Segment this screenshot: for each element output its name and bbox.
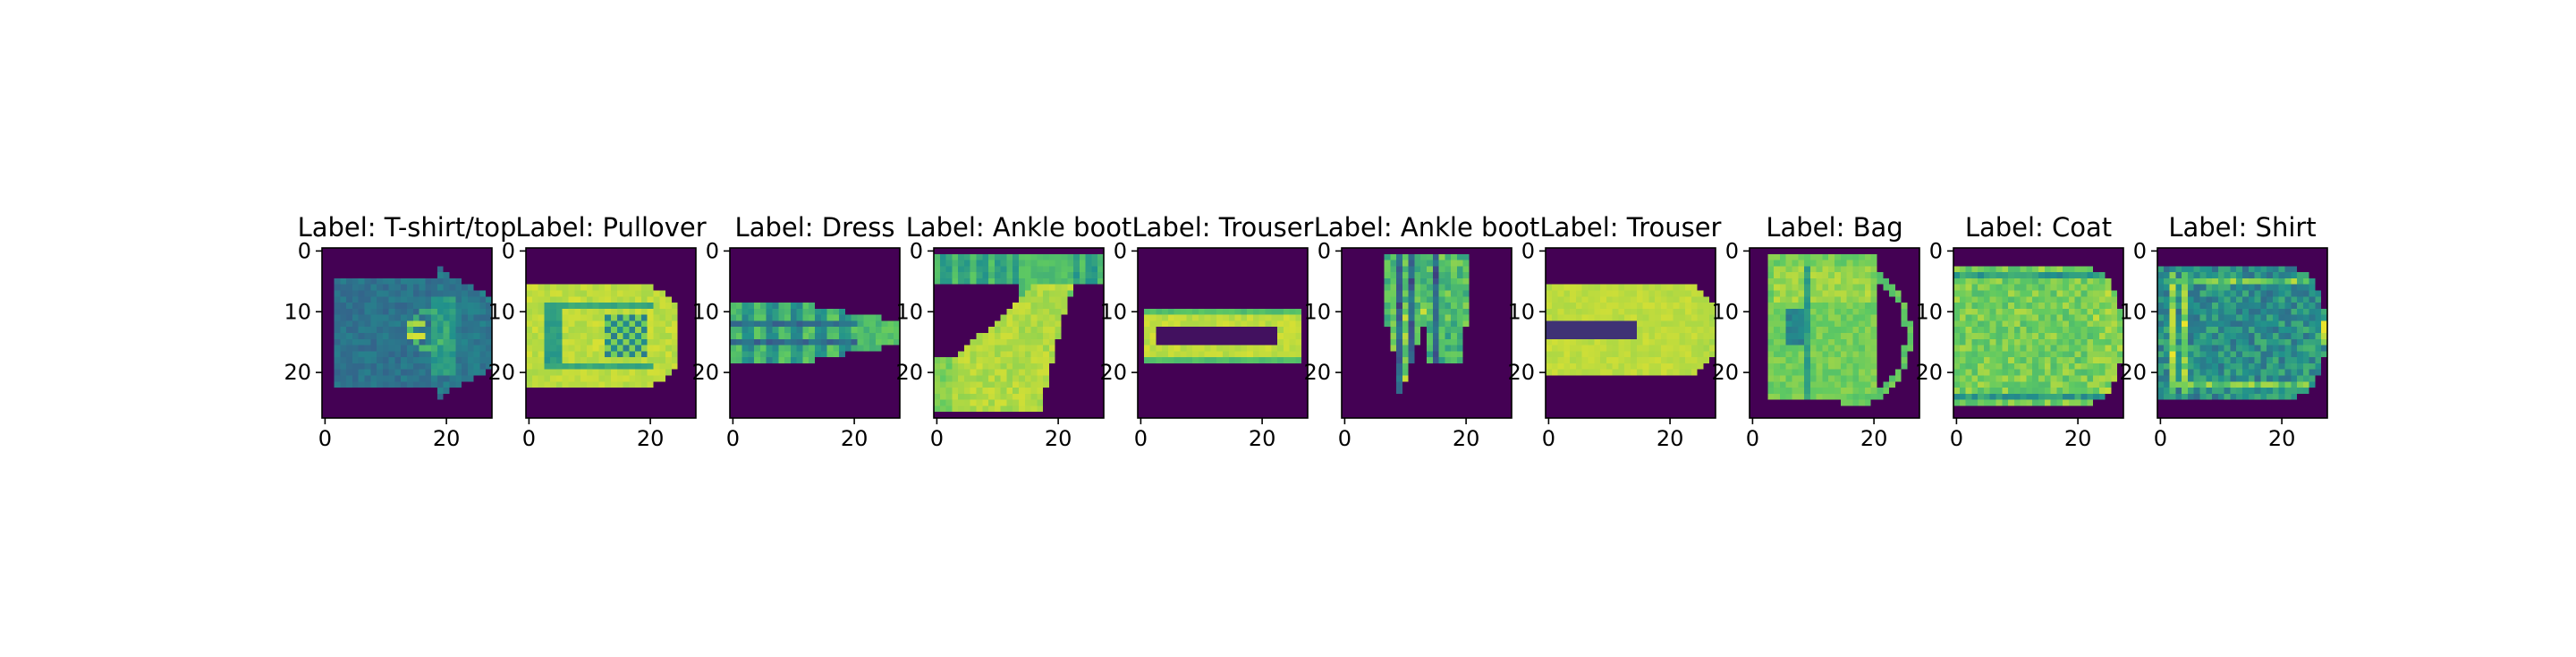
axes-frame [321,247,493,419]
panel-7: 0 20 0 10 20 Label: Trouser [1507,212,1721,451]
y-tick-label: 10 [1507,299,1535,324]
axes-frame [1953,247,2124,419]
axes-frame [2157,247,2328,419]
x-tick-label: 20 [1860,426,1888,451]
y-tick-label: 20 [1915,360,1943,385]
x-tick-label: 0 [1542,426,1555,451]
panel-10: 0 20 0 10 20 Label: Shirt [2119,212,2328,451]
x-tick-label: 20 [2268,426,2296,451]
panel-1: 0 20 0 10 20 Label: T-shirt/top [284,212,516,451]
panel-title: Label: Ankle boot [1314,212,1540,243]
panel-title: Label: Ankle boot [906,212,1132,243]
x-tick-label: 20 [1045,426,1072,451]
panel-title: Label: T-shirt/top [298,212,517,243]
x-tick-label: 20 [2064,426,2092,451]
panel-title: Label: Trouser [1540,212,1722,243]
y-tick-label: 20 [1507,360,1535,385]
panel-8: 0 20 0 10 20 Label: Bag [1711,212,1920,451]
x-tick-label: 20 [637,426,665,451]
panel-title: Label: Bag [1766,212,1902,243]
image-heatmap [1546,248,1716,419]
x-tick-label: 20 [1453,426,1480,451]
y-tick-label: 20 [1711,360,1739,385]
panel-6: 0 20 0 10 20 Label: Ankle boot [1303,212,1539,451]
y-tick-label: 10 [2119,299,2147,324]
y-tick-label: 0 [1318,238,1331,263]
y-tick-label: 0 [1114,238,1127,263]
panel-title: Label: Pullover [515,212,706,243]
y-tick-label: 0 [1521,238,1535,263]
x-tick-label: 20 [433,426,461,451]
panel-4: 0 20 0 10 20 Label: Ankle boot [895,212,1131,451]
y-tick-label: 20 [895,360,923,385]
image-heatmap [526,248,697,419]
y-tick-label: 20 [691,360,719,385]
y-tick-label: 0 [1929,238,1943,263]
y-tick-label: 10 [1099,299,1127,324]
panel-title: Label: Dress [735,212,895,243]
axes-frame [729,247,901,419]
axes-frame [1749,247,1920,419]
y-tick-label: 10 [1915,299,1943,324]
image-heatmap [730,248,901,419]
y-tick-label: 0 [2133,238,2147,263]
x-tick-label: 0 [522,426,536,451]
panel-9: 0 20 0 10 20 Label: Coat [1915,212,2124,451]
y-tick-label: 10 [284,299,311,324]
image-heatmap [1953,248,2124,419]
x-tick-label: 0 [1134,426,1148,451]
y-tick-label: 0 [706,238,719,263]
x-tick-label: 20 [1657,426,1684,451]
y-tick-label: 10 [1711,299,1739,324]
y-tick-label: 20 [1303,360,1331,385]
x-tick-label: 20 [841,426,869,451]
axes-frame [525,247,697,419]
axes-frame [1341,247,1513,419]
panel-3: 0 20 0 10 20 Label: Dress [691,212,901,451]
panel-title: Label: Trouser [1132,212,1314,243]
y-tick-label: 0 [298,238,311,263]
x-tick-label: 0 [930,426,944,451]
image-heatmap [322,248,493,419]
axes-frame [1545,247,1716,419]
x-tick-label: 0 [1746,426,1759,451]
panel-title: Label: Shirt [2168,212,2316,243]
y-tick-label: 20 [1099,360,1127,385]
image-heatmap [1342,248,1513,419]
panel-5: 0 20 0 10 20 Label: Trouser [1099,212,1313,451]
x-tick-label: 0 [1950,426,1963,451]
y-tick-label: 10 [487,299,515,324]
image-heatmap [1750,248,1920,419]
x-tick-label: 20 [1249,426,1276,451]
y-tick-label: 10 [895,299,923,324]
y-tick-label: 10 [691,299,719,324]
image-heatmap [934,248,1105,419]
y-tick-label: 0 [1725,238,1739,263]
image-heatmap [1138,248,1309,419]
x-tick-label: 0 [318,426,332,451]
y-tick-label: 20 [487,360,515,385]
axes-frame [1137,247,1309,419]
panel-2: 0 20 0 10 20 Label: Pullover [487,212,706,451]
panel-title: Label: Coat [1965,212,2112,243]
y-tick-label: 20 [284,360,311,385]
image-heatmap [2157,248,2328,419]
x-tick-label: 0 [2154,426,2167,451]
y-tick-label: 10 [1303,299,1331,324]
y-tick-label: 0 [502,238,515,263]
y-tick-label: 0 [910,238,923,263]
x-tick-label: 0 [1338,426,1352,451]
x-tick-label: 0 [726,426,740,451]
y-tick-label: 20 [2119,360,2147,385]
axes-frame [933,247,1105,419]
